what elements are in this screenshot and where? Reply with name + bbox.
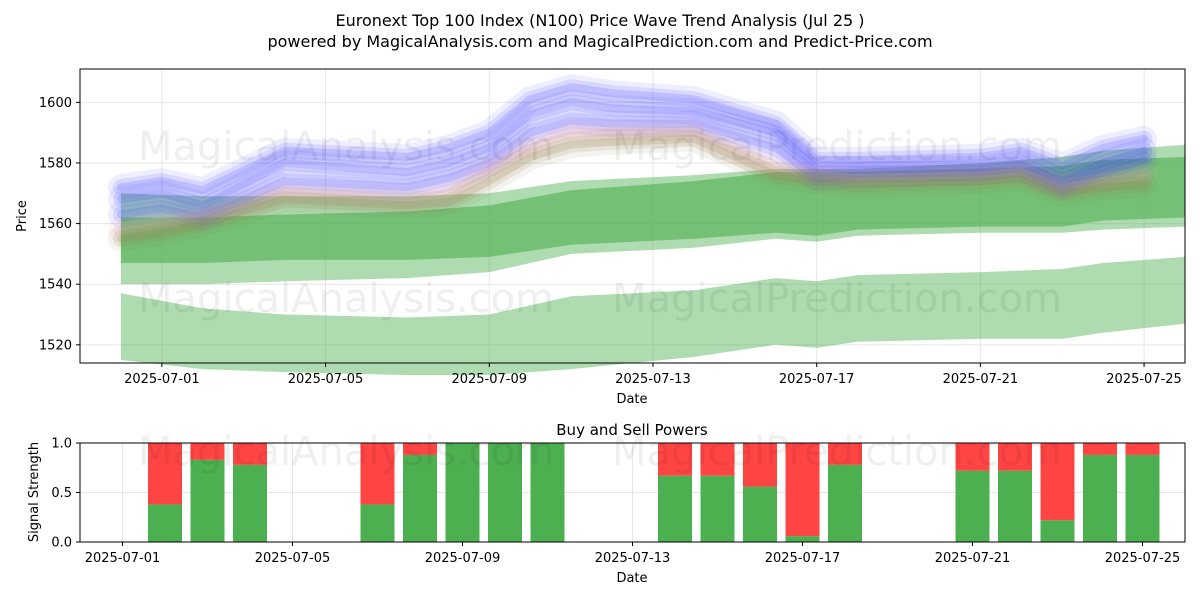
price-x-tick-label: 2025-07-17 [779,372,855,387]
buy-bar [403,454,437,542]
wave-line-3 [107,119,1158,243]
sell-bar [998,443,1032,471]
watermark-analysis-bottom: MagicalAnalysis.com [138,429,554,475]
wave-line-4 [116,134,1149,243]
green-band-2 [120,156,1185,263]
price-x-tick-label: 2025-07-05 [288,372,364,387]
signal-x-tick-label: 2025-07-21 [935,551,1011,566]
price-y-tick-label: 1600 [39,96,72,111]
watermark-analysis-top: MagicalAnalysis.com [138,124,554,170]
buy-bar [190,459,225,542]
sell-bar [700,443,735,476]
signal-x-tick-label: 2025-07-05 [255,551,331,566]
price-bands [120,144,1185,376]
buy-bar [445,443,480,542]
wave-line-1 [116,116,1149,222]
price-y-axis-label: Price [15,200,30,232]
signal-y-ticks: 0.0 0.5 1.0 [51,437,80,551]
wave-line-4 [107,125,1158,252]
sell-bar [1083,443,1117,455]
signal-x-tick-label: 2025-07-01 [85,551,161,566]
buy-bar [700,475,735,542]
buy-bar [1040,520,1075,542]
buy-bar [658,475,692,542]
wave-line-2 [116,83,1149,195]
price-y-tick-label: 1540 [39,278,72,293]
signal-y-tick-label: 0.0 [51,536,72,551]
price-y-tick-label: 1520 [39,338,72,353]
signal-bars [148,443,1160,542]
sell-bar [233,443,267,465]
price-x-axis-label: Date [616,392,647,407]
signal-y-axis-label: Signal Strength [27,442,42,542]
buy-bar [488,443,522,542]
signal-x-tick-label: 2025-07-17 [765,551,841,566]
buy-bar [743,486,777,542]
sell-bar [190,443,225,460]
watermark-prediction-top: MagicalPrediction.com [612,124,1062,170]
watermark-analysis-mid: MagicalAnalysis.com [138,276,554,322]
sell-bar [360,443,395,505]
wave-line-3 [116,128,1149,234]
wave-line-3 [112,124,1153,238]
signal-x-axis-label: Date [616,571,647,586]
buy-bar [360,504,395,542]
buy-bar [785,536,820,542]
sell-bar [658,443,692,476]
buy-bar [828,464,862,542]
signal-x-tick-label: 2025-07-25 [1105,551,1181,566]
wave-line-0 [112,94,1153,214]
wave-line-1 [107,107,1158,231]
sell-bar [743,443,777,487]
price-panel: MagicalAnalysis.com MagicalPrediction.co… [15,68,1186,407]
sell-bar [148,443,182,505]
sell-bar [955,443,990,471]
wave-line-1 [112,112,1153,226]
chart-subtitle: powered by MagicalAnalysis.com and Magic… [267,32,932,51]
signal-x-tick-label: 2025-07-09 [425,551,501,566]
price-x-tick-label: 2025-07-09 [451,372,527,387]
signal-title: Buy and Sell Powers [556,421,708,439]
sell-bar [1040,443,1075,521]
price-y-ticks: 1520 1540 1560 1580 1600 [39,96,80,353]
signal-panel: Buy and Sell Powers MagicalAnalysis.com … [27,421,1186,586]
price-x-tick-label: 2025-07-01 [124,372,200,387]
price-x-tick-label: 2025-07-21 [943,372,1019,387]
buy-bar [955,470,990,542]
buy-bar [1125,454,1160,542]
sell-bar [1125,443,1160,455]
sell-bar [403,443,437,455]
buy-bar [1083,454,1117,542]
sell-bar [785,443,820,537]
price-y-tick-label: 1580 [39,156,72,171]
buy-bar [998,470,1032,542]
green-band-0 [120,256,1185,376]
wave-line-0 [107,89,1158,219]
signal-y-tick-label: 1.0 [51,437,72,452]
signal-x-ticks: 2025-07-01 2025-07-05 2025-07-09 2025-07-13… [85,542,1181,566]
wave-line-0 [116,98,1149,210]
wave-line-2 [107,74,1158,204]
signal-x-tick-label: 2025-07-13 [595,551,671,566]
price-y-tick-label: 1560 [39,217,72,232]
wave-line-4 [112,130,1153,247]
buy-bar [148,504,182,542]
price-plot-frame [79,68,1186,364]
chart-title: Euronext Top 100 Index (N100) Price Wave… [335,11,864,30]
price-waves [107,74,1158,252]
price-x-tick-label: 2025-07-25 [1106,372,1182,387]
price-x-tick-label: 2025-07-13 [615,372,691,387]
price-x-ticks: 2025-07-01 2025-07-05 2025-07-09 2025-07-13… [124,363,1182,387]
buy-bar [530,443,565,542]
sell-bar [828,443,862,465]
signal-y-tick-label: 0.5 [51,486,72,501]
wave-line-2 [112,79,1153,199]
watermark-prediction-mid: MagicalPrediction.com [612,276,1062,322]
buy-bar [233,464,267,542]
watermark-prediction-bottom: MagicalPrediction.com [612,429,1062,475]
